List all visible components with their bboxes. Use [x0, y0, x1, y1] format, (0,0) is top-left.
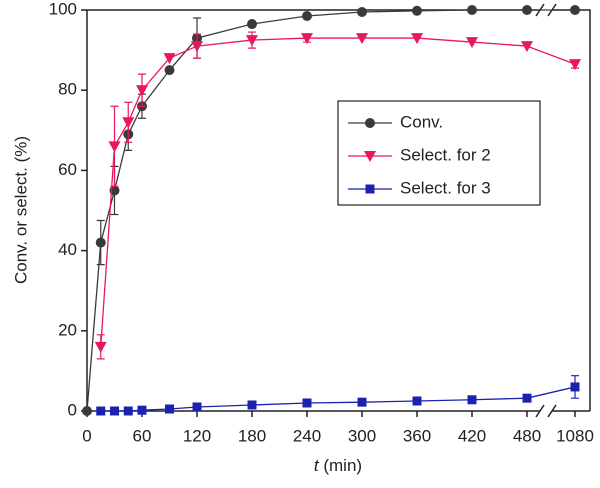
x-tick-label: 60	[133, 426, 152, 445]
plot-frame	[86, 9, 591, 411]
legend-label: Conv.	[400, 112, 443, 131]
point	[522, 393, 532, 403]
point	[165, 404, 174, 414]
x-tick-label: 240	[293, 426, 321, 445]
point	[123, 406, 133, 416]
legend-label: Select. for 2	[400, 145, 491, 164]
point	[302, 11, 312, 22]
x-tick-label: 180	[238, 426, 266, 445]
series-line	[86, 9, 575, 412]
point	[136, 85, 148, 97]
point	[570, 5, 580, 15]
point	[122, 117, 135, 129]
y-tick-label: 0	[68, 400, 77, 419]
point	[570, 382, 580, 392]
point	[82, 406, 92, 416]
y-tick-label: 80	[58, 80, 77, 99]
x-tick-label: 120	[183, 426, 211, 445]
point	[467, 5, 477, 15]
x-tick-label: 420	[458, 426, 486, 445]
point	[522, 5, 532, 15]
point	[246, 35, 258, 47]
point	[192, 402, 202, 412]
point	[466, 37, 478, 49]
point	[412, 5, 422, 16]
point	[301, 33, 313, 45]
x-tick-label: 1080	[556, 426, 594, 445]
point	[356, 33, 368, 45]
point	[191, 41, 203, 53]
legend-marker	[365, 184, 375, 194]
legend-marker	[364, 151, 376, 162]
legend-marker	[365, 118, 375, 128]
point	[521, 41, 533, 53]
x-axis-label: t (min)	[314, 456, 362, 475]
point	[247, 400, 257, 410]
point	[108, 141, 121, 153]
y-tick-label: 60	[58, 160, 77, 179]
point	[94, 341, 107, 353]
point	[467, 395, 477, 405]
point	[110, 406, 119, 416]
point	[412, 396, 422, 406]
point	[95, 237, 106, 248]
point	[247, 19, 257, 30]
x-tick-label: 0	[82, 426, 91, 445]
x-tick-label: 360	[403, 426, 431, 445]
axis-break-gap	[540, 405, 552, 417]
legend-label: Select. for 3	[400, 178, 491, 197]
axis-break-mark	[535, 404, 545, 418]
point	[357, 397, 367, 407]
y-tick-label: 100	[49, 0, 77, 18]
y-tick-label: 40	[58, 240, 77, 259]
axis-break-mark	[547, 404, 557, 418]
point	[163, 53, 176, 65]
point	[357, 7, 367, 18]
point	[569, 59, 581, 71]
x-tick-label: 480	[513, 426, 541, 445]
y-tick-label: 20	[58, 320, 77, 339]
point	[164, 65, 175, 76]
point	[411, 33, 423, 45]
point	[302, 398, 312, 408]
x-tick-label: 300	[348, 426, 376, 445]
y-axis-label: Conv. or select. (%)	[11, 136, 30, 284]
point	[137, 405, 147, 415]
point	[96, 406, 106, 416]
